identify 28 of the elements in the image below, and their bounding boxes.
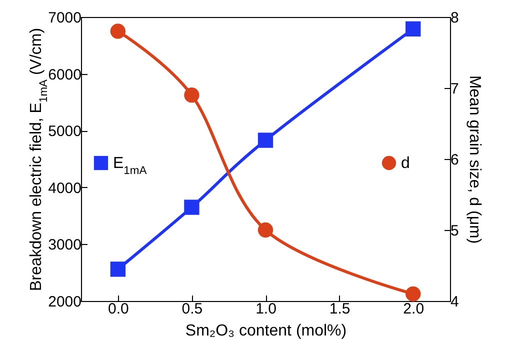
x-tick-label: 0.5 [182,300,203,318]
y2-tick-label: 7 [450,80,459,98]
legend-label: E$_{1mA}$ [113,155,148,177]
y2-axis-title: Mean grain size, d (μm) [466,75,483,244]
y-tick-label: 7000 [48,10,82,26]
y-tick-label: 2000 [48,294,82,310]
legend-label: d [401,155,410,172]
point [406,286,421,302]
y2-tick-label: 8 [450,10,459,26]
point [406,21,421,37]
point [258,222,274,238]
x-axis-title: Sm₂O₃ content (mol%) [185,322,347,340]
x-tick-label: 2.0 [403,300,424,318]
point [258,132,274,148]
x-tick-label: 1.0 [256,300,276,318]
y2-tick-label: 4 [450,294,459,310]
y2-tick-label: 5 [450,222,459,240]
x-tick-label: 0.0 [108,300,129,318]
point [110,262,126,277]
y-tick-label: 6000 [48,66,82,84]
y-tick-label: 4000 [48,180,82,197]
point [184,88,200,103]
point [184,200,200,215]
y-tick-label: 3000 [48,236,82,254]
y-tick-label: 5000 [48,123,82,140]
y2-tick-label: 6 [450,152,459,168]
x-tick-label: 1.5 [329,300,350,318]
point [110,24,126,39]
